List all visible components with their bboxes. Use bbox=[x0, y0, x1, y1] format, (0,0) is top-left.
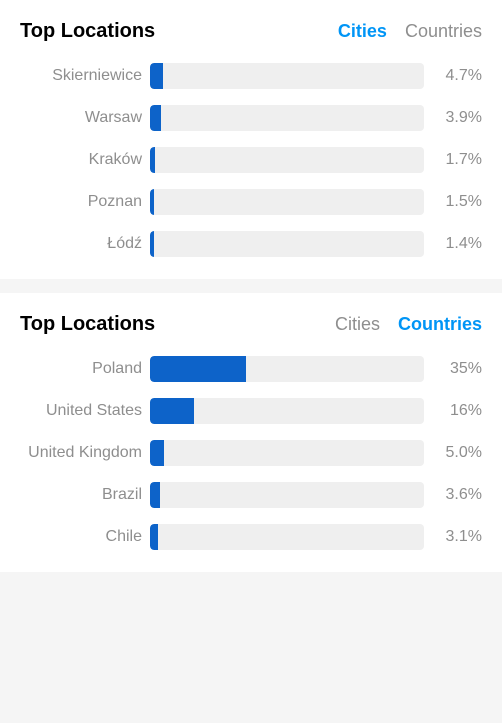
bar-row: Brazil 3.6% bbox=[20, 482, 482, 508]
row-bar bbox=[150, 482, 424, 508]
panel-header: Top LocationsCities Countries bbox=[20, 20, 482, 43]
row-value: 4.7% bbox=[424, 67, 482, 85]
row-label: Poland bbox=[20, 360, 150, 378]
row-bar-fill bbox=[150, 231, 154, 257]
panel-tabs: Cities Countries bbox=[338, 21, 482, 42]
row-value: 35% bbox=[424, 360, 482, 378]
bar-row: Poznan 1.5% bbox=[20, 189, 482, 215]
row-bar-fill bbox=[150, 440, 164, 466]
row-bar-fill bbox=[150, 398, 194, 424]
panel-header: Top LocationsCities Countries bbox=[20, 313, 482, 336]
row-bar-fill bbox=[150, 482, 160, 508]
row-label: Chile bbox=[20, 528, 150, 546]
row-value: 5.0% bbox=[424, 444, 482, 462]
panel-tabs: Cities Countries bbox=[335, 314, 482, 335]
bar-rows: Skierniewice 4.7% Warsaw 3.9% Kraków 1.7% Pozn… bbox=[20, 63, 482, 257]
bar-row: Łódź 1.4% bbox=[20, 231, 482, 257]
tab-cities[interactable]: Cities bbox=[338, 21, 387, 42]
row-bar-fill bbox=[150, 63, 163, 89]
row-bar bbox=[150, 147, 424, 173]
row-value: 3.9% bbox=[424, 109, 482, 127]
row-bar-fill bbox=[150, 356, 246, 382]
row-bar-fill bbox=[150, 105, 161, 131]
row-bar-fill bbox=[150, 189, 154, 215]
bar-rows: Poland 35% United States 16% United Kingdom 5… bbox=[20, 356, 482, 550]
row-bar-fill bbox=[150, 147, 155, 173]
row-bar bbox=[150, 398, 424, 424]
row-bar bbox=[150, 440, 424, 466]
row-label: United Kingdom bbox=[20, 444, 150, 462]
bar-row: Poland 35% bbox=[20, 356, 482, 382]
row-value: 3.6% bbox=[424, 486, 482, 504]
panel-title: Top Locations bbox=[20, 20, 338, 43]
row-bar bbox=[150, 524, 424, 550]
locations-panel: Top LocationsCities Countries Poland 35% Uni… bbox=[0, 293, 502, 572]
bar-row: Kraków 1.7% bbox=[20, 147, 482, 173]
row-label: Skierniewice bbox=[20, 67, 150, 85]
bar-row: Chile 3.1% bbox=[20, 524, 482, 550]
row-value: 1.7% bbox=[424, 151, 482, 169]
row-label: Warsaw bbox=[20, 109, 150, 127]
row-bar bbox=[150, 189, 424, 215]
tab-countries[interactable]: Countries bbox=[405, 21, 482, 42]
row-value: 1.5% bbox=[424, 193, 482, 211]
row-label: Poznan bbox=[20, 193, 150, 211]
row-bar-fill bbox=[150, 524, 158, 550]
row-bar bbox=[150, 63, 424, 89]
tab-countries[interactable]: Countries bbox=[398, 314, 482, 335]
row-value: 1.4% bbox=[424, 235, 482, 253]
row-bar bbox=[150, 105, 424, 131]
row-bar bbox=[150, 356, 424, 382]
row-bar bbox=[150, 231, 424, 257]
bar-row: United States 16% bbox=[20, 398, 482, 424]
bar-row: United Kingdom 5.0% bbox=[20, 440, 482, 466]
bar-row: Warsaw 3.9% bbox=[20, 105, 482, 131]
tab-cities[interactable]: Cities bbox=[335, 314, 380, 335]
row-label: Brazil bbox=[20, 486, 150, 504]
row-label: Kraków bbox=[20, 151, 150, 169]
row-label: United States bbox=[20, 402, 150, 420]
row-label: Łódź bbox=[20, 235, 150, 253]
locations-panel: Top LocationsCities Countries Skierniewice… bbox=[0, 0, 502, 279]
bar-row: Skierniewice 4.7% bbox=[20, 63, 482, 89]
panel-title: Top Locations bbox=[20, 313, 335, 336]
row-value: 16% bbox=[424, 402, 482, 420]
row-value: 3.1% bbox=[424, 528, 482, 546]
